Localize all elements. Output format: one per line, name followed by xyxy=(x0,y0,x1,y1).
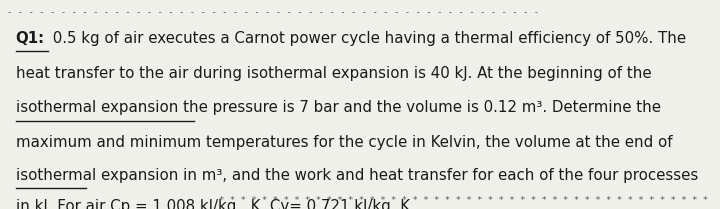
Text: - - - - - - - - - - - - - - - - - - - - - - - - - - - - - - - - - - - - - - - - : - - - - - - - - - - - - - - - - - - - - … xyxy=(7,8,539,17)
Text: * * * * * * * * * * * * * * * * * * * * * * * * * * * * * * * * * * * * * * * * : * * * * * * * * * * * * * * * * * * * * … xyxy=(219,196,708,205)
Text: heat transfer to the air during isothermal expansion is 40 kJ. At the beginning : heat transfer to the air during isotherm… xyxy=(16,66,652,81)
Text: in kJ. For air Cp = 1.008 kJ/kg . K, Cv= 0.721 kJ/kg. K.: in kJ. For air Cp = 1.008 kJ/kg . K, Cv=… xyxy=(16,199,415,209)
Text: isothermal expansion the pressure is 7 bar and the volume is 0.12 m³. Determine : isothermal expansion the pressure is 7 b… xyxy=(16,100,661,115)
Text: maximum and minimum temperatures for the cycle in Kelvin, the volume at the end : maximum and minimum temperatures for the… xyxy=(16,135,672,150)
Text: isothermal expansion in m³, and the work and heat transfer for each of the four : isothermal expansion in m³, and the work… xyxy=(16,168,698,183)
Text: Q1:: Q1: xyxy=(16,31,45,46)
Text: 0.5 kg of air executes a Carnot power cycle having a thermal efficiency of 50%. : 0.5 kg of air executes a Carnot power cy… xyxy=(48,31,686,46)
